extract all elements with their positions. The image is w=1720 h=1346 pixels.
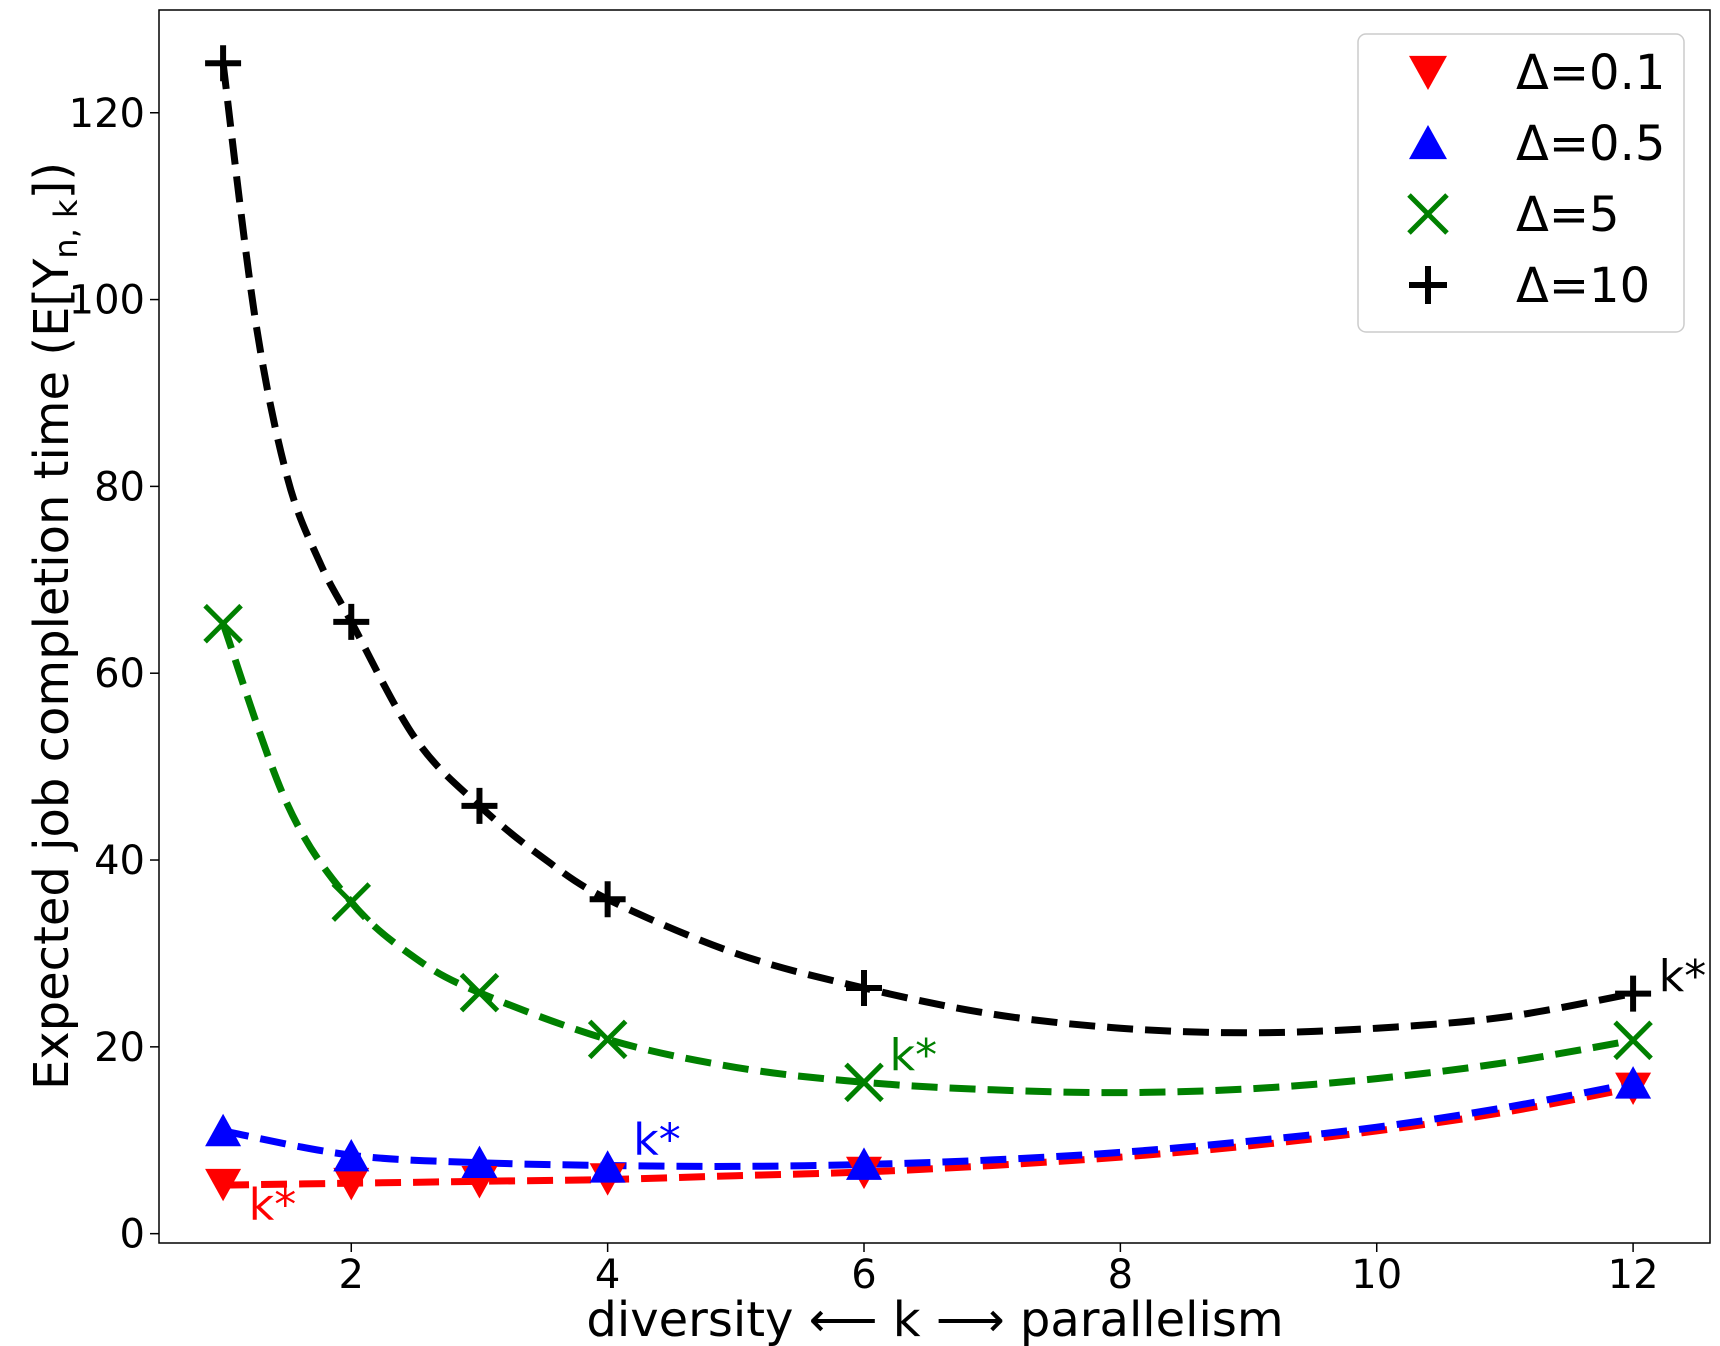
data-point-delta-4: [846, 969, 882, 1006]
data-point-delta-2: [846, 1147, 882, 1180]
data-point-delta-3: [844, 1062, 884, 1103]
y-axis-label-subscript: n, k: [47, 199, 85, 259]
data-point-delta-2: [589, 1150, 626, 1183]
y-axis-label-main: Expected job completion time (E[Y: [24, 258, 80, 1090]
legend-box: [1357, 33, 1685, 333]
x-tick-label: 10: [1351, 1252, 1402, 1298]
x-tick-label: 12: [1608, 1252, 1659, 1298]
y-axis-label-end: ]): [24, 162, 80, 199]
data-point-delta-2: [333, 1139, 370, 1172]
x-tick-label: 6: [851, 1252, 876, 1298]
y-axis: 0 20 40 60 80 100 120: [69, 91, 159, 1258]
legend-label-delta-3: Δ=5: [1516, 187, 1620, 243]
kstar-annotations: k* k* k* k*: [249, 951, 1706, 1231]
y-tick-label: 60: [94, 651, 145, 697]
y-tick-label: 80: [94, 464, 145, 510]
kstar-label-delta-3: k*: [890, 1030, 937, 1081]
data-point-delta-1: [333, 1167, 370, 1201]
data-point-delta-2: [205, 1113, 242, 1147]
legend-label-delta-1: Δ=0.1: [1516, 45, 1665, 101]
data-point-delta-4: [333, 603, 370, 640]
legend-label-delta-4: Δ=10: [1516, 258, 1650, 314]
legend-marker-delta-1: [1409, 55, 1447, 91]
x-axis-label: diversity ⟵ k ⟶ parallelism: [586, 1292, 1283, 1346]
data-point-delta-4: [205, 45, 242, 82]
data-point-delta-4: [589, 881, 626, 918]
y-tick-label: 120: [69, 91, 145, 137]
legend-label-delta-2: Δ=0.5: [1516, 116, 1665, 172]
y-tick-label: 20: [94, 1025, 145, 1071]
legend-marker-delta-4: [1409, 266, 1447, 304]
legend: Δ=0.1 Δ=0.5 Δ=5 Δ=10: [1357, 33, 1685, 333]
legend-marker-delta-2: [1409, 124, 1447, 160]
x-axis: 2 4 6 8 10 12: [339, 1243, 1659, 1298]
series-line-delta-2: [222, 1079, 1634, 1170]
x-tick-label: 4: [595, 1252, 620, 1298]
data-point-delta-3: [1613, 1020, 1653, 1061]
x-tick-label: 8: [1108, 1252, 1133, 1298]
data-point-delta-3: [587, 1019, 628, 1060]
y-axis-label: Expected job completion time (E[Yn, k]): [24, 162, 85, 1090]
kstar-label-delta-2: k*: [633, 1114, 680, 1165]
data-point-delta-3: [331, 882, 372, 922]
legend-marker-delta-3: [1407, 193, 1449, 235]
y-tick-label: 100: [69, 278, 145, 324]
series-line-delta-1: [223, 1084, 1634, 1189]
series-markers: [203, 45, 1653, 1202]
data-point-delta-3: [459, 972, 500, 1013]
data-point-delta-4: [461, 787, 498, 824]
kstar-label-delta-4: k*: [1659, 951, 1706, 1002]
x-tick-label: 2: [339, 1252, 364, 1298]
data-point-delta-2: [1615, 1066, 1652, 1099]
y-tick-label: 40: [94, 838, 145, 884]
kstar-label-delta-1: k*: [249, 1180, 296, 1231]
data-point-delta-1: [205, 1168, 242, 1202]
data-point-delta-3: [203, 603, 243, 644]
series-line-delta-4: [219, 62, 1634, 1037]
data-point-delta-2: [461, 1145, 498, 1178]
data-point-delta-4: [1615, 975, 1652, 1012]
plot-frame: [158, 9, 1711, 1244]
y-tick-label: 0: [120, 1212, 145, 1258]
